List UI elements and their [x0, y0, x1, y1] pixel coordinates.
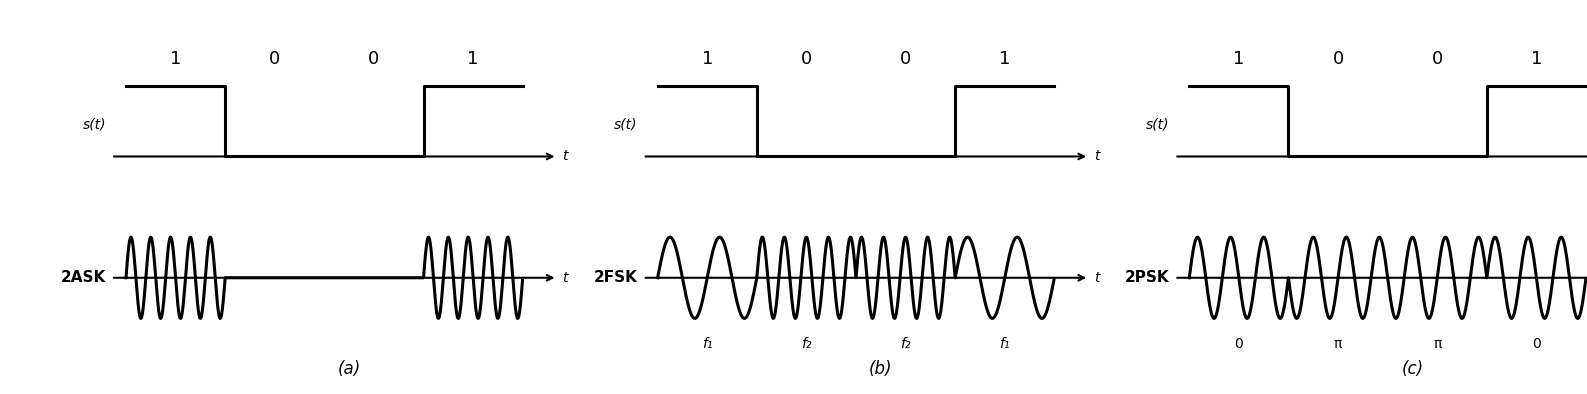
Text: f₁: f₁ [1000, 337, 1009, 351]
Text: s(t): s(t) [83, 118, 106, 132]
Text: t: t [562, 149, 568, 164]
Text: t: t [562, 271, 568, 285]
Text: 1: 1 [1000, 50, 1011, 68]
Text: (c): (c) [1401, 360, 1424, 378]
Text: 0: 0 [368, 50, 379, 68]
Text: t: t [1093, 271, 1100, 285]
Text: t: t [1093, 149, 1100, 164]
Text: π: π [1333, 337, 1343, 351]
Text: 0: 0 [1235, 337, 1243, 351]
Text: 1: 1 [701, 50, 713, 68]
Text: s(t): s(t) [1146, 118, 1170, 132]
Text: 1: 1 [1531, 50, 1543, 68]
Text: (b): (b) [870, 360, 892, 378]
Text: 2PSK: 2PSK [1125, 270, 1170, 285]
Text: s(t): s(t) [614, 118, 638, 132]
Text: 2ASK: 2ASK [60, 270, 106, 285]
Text: 0: 0 [1531, 337, 1541, 351]
Text: 1: 1 [468, 50, 479, 68]
Text: f₂: f₂ [801, 337, 811, 351]
Text: 2FSK: 2FSK [594, 270, 638, 285]
Text: 0: 0 [900, 50, 911, 68]
Text: 0: 0 [801, 50, 813, 68]
Text: f₁: f₁ [701, 337, 713, 351]
Text: 1: 1 [170, 50, 181, 68]
Text: f₂: f₂ [900, 337, 911, 351]
Text: 0: 0 [1333, 50, 1344, 68]
Text: 1: 1 [1233, 50, 1244, 68]
Text: π: π [1433, 337, 1441, 351]
Text: 0: 0 [1431, 50, 1443, 68]
Text: (a): (a) [338, 360, 360, 378]
Text: 0: 0 [270, 50, 281, 68]
